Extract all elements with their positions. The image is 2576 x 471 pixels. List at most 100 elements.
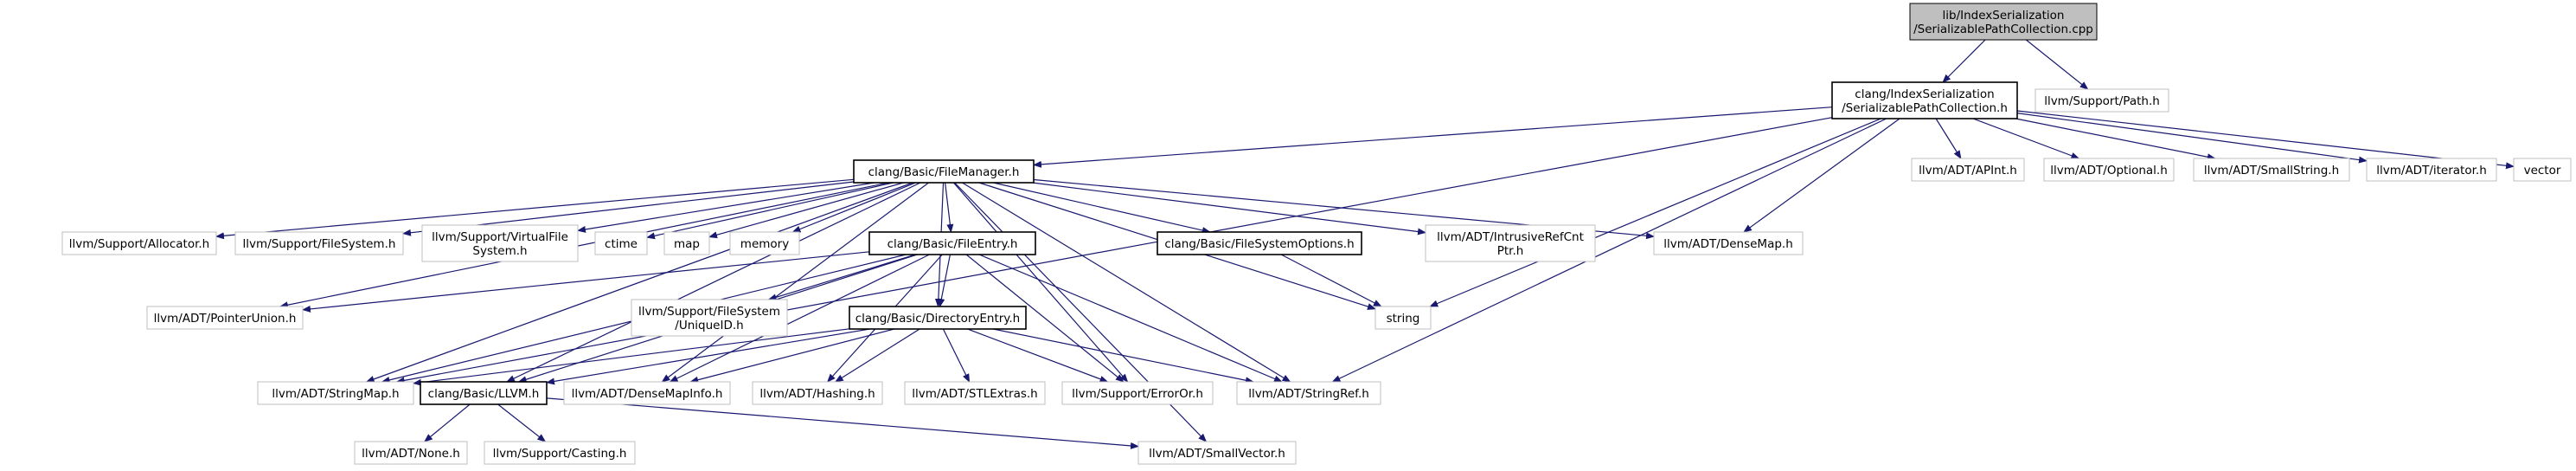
node-label: llvm/ADT/StringRef.h bbox=[1248, 387, 1369, 401]
node-label: llvm/Support/VirtualFile bbox=[432, 230, 568, 244]
node-box bbox=[1157, 231, 1362, 255]
edge-direntry-to-stringmap bbox=[413, 328, 850, 386]
edge-fileentry-to-densemapinfo bbox=[669, 254, 930, 383]
edge-filemanager-to-stringref bbox=[962, 182, 1291, 383]
node-label: clang/Basic/LLVM.h bbox=[428, 387, 540, 401]
node-fsoptions[interactable]: clang/Basic/FileSystemOptions.h bbox=[1157, 231, 1362, 255]
node-iterator: llvm/ADT/iterator.h bbox=[2366, 158, 2497, 182]
node-box bbox=[1909, 3, 2098, 41]
node-box bbox=[1236, 381, 1381, 405]
node-direntry[interactable]: clang/Basic/DirectoryEntry.h bbox=[849, 306, 1027, 330]
node-stringmap: llvm/ADT/StringMap.h bbox=[257, 381, 414, 405]
node-densemapinfo: llvm/ADT/DenseMapInfo.h bbox=[563, 381, 731, 405]
node-box bbox=[484, 441, 636, 465]
node-label: llvm/ADT/STLExtras.h bbox=[912, 387, 1037, 401]
edge-direntry-to-hashing bbox=[834, 328, 920, 383]
node-box bbox=[663, 231, 710, 255]
edge-filemanager-to-llvm_h bbox=[506, 182, 921, 383]
edge-filemanager-to-map bbox=[708, 182, 904, 239]
node-label: llvm/Support/Path.h bbox=[2044, 94, 2160, 108]
edge-direntry-to-stringref bbox=[992, 328, 1254, 384]
node-llvm_h[interactable]: clang/Basic/LLVM.h bbox=[420, 381, 548, 405]
node-box bbox=[868, 231, 1036, 255]
edge-fileentry-to-pointerunion bbox=[302, 251, 870, 313]
edge-fileentry-to-uniqueid bbox=[767, 254, 916, 301]
node-box bbox=[1425, 224, 1596, 262]
node-label: Ptr.h bbox=[1497, 244, 1524, 258]
node-box bbox=[729, 231, 800, 255]
node-label: clang/Basic/DirectoryEntry.h bbox=[855, 312, 1020, 326]
node-box bbox=[1831, 81, 2018, 119]
node-casting: llvm/Support/Casting.h bbox=[484, 441, 636, 465]
node-label: lib/IndexSerialization bbox=[1943, 9, 2065, 23]
node-label: System.h bbox=[472, 244, 527, 258]
node-label: llvm/ADT/Optional.h bbox=[2050, 164, 2168, 177]
node-box bbox=[849, 306, 1027, 330]
node-box bbox=[563, 381, 731, 405]
node-box bbox=[421, 224, 579, 262]
node-label: llvm/ADT/StringMap.h bbox=[272, 387, 399, 401]
node-spc_h[interactable]: clang/IndexSerialization/SerializablePat… bbox=[1831, 81, 2018, 119]
node-label: llvm/ADT/SmallVector.h bbox=[1149, 447, 1285, 461]
node-box bbox=[2035, 88, 2169, 113]
node-smallvector: llvm/ADT/SmallVector.h bbox=[1137, 441, 1297, 465]
edge-spc_h-to-stringmap bbox=[395, 117, 1833, 384]
edge-direntry-to-llvm_h bbox=[546, 328, 870, 385]
node-allocator: llvm/Support/Allocator.h bbox=[61, 231, 217, 255]
node-label: /SerializablePathCollection.h bbox=[1842, 101, 2008, 115]
node-map: map bbox=[663, 231, 710, 255]
node-memory: memory bbox=[729, 231, 800, 255]
edge-llvm_h-to-casting bbox=[497, 403, 547, 442]
node-label: llvm/ADT/None.h bbox=[362, 447, 460, 461]
node-label: llvm/ADT/DenseMap.h bbox=[1663, 237, 1793, 251]
node-label: clang/Basic/FileEntry.h bbox=[888, 237, 1018, 251]
edge-fileentry-to-direntry bbox=[938, 254, 951, 307]
node-box bbox=[904, 381, 1046, 405]
node-none: llvm/ADT/None.h bbox=[354, 441, 468, 465]
node-label: memory bbox=[740, 237, 789, 251]
node-fileentry[interactable]: clang/Basic/FileEntry.h bbox=[868, 231, 1036, 255]
node-ctime: ctime bbox=[594, 231, 648, 255]
node-label: llvm/ADT/APInt.h bbox=[1919, 164, 2017, 177]
node-label: clang/IndexSerialization bbox=[1855, 87, 1994, 101]
node-erroror: llvm/Support/ErrorOr.h bbox=[1061, 381, 1214, 405]
node-label: llvm/Support/Casting.h bbox=[493, 447, 627, 461]
node-box bbox=[2366, 158, 2497, 182]
node-label: llvm/Support/ErrorOr.h bbox=[1072, 387, 1203, 401]
node-label: /SerializablePathCollection.cpp bbox=[1913, 23, 2093, 36]
node-box bbox=[2193, 158, 2350, 182]
node-label: llvm/Support/FileSystem.h bbox=[243, 237, 396, 251]
edge-root-to-spc_h bbox=[1942, 39, 1986, 83]
node-box bbox=[420, 381, 548, 405]
edge-root-to-support_path bbox=[2025, 39, 2089, 90]
node-label: llvm/ADT/IntrusiveRefCnt bbox=[1437, 230, 1584, 244]
node-label: llvm/ADT/Hashing.h bbox=[759, 387, 875, 401]
edge-filemanager-to-virtualfs bbox=[577, 182, 875, 233]
edge-filemanager-to-pointerunion bbox=[279, 182, 889, 309]
dependency-nodes: lib/IndexSerialization/SerializablePathC… bbox=[61, 3, 2572, 465]
edge-spc_h-to-filemanager bbox=[1033, 106, 1833, 168]
node-box bbox=[1137, 441, 1297, 465]
edge-spc_h-to-densemap bbox=[1743, 118, 1900, 233]
edge-fileentry-to-stringref bbox=[978, 254, 1283, 383]
node-support_path: llvm/Support/Path.h bbox=[2035, 88, 2169, 113]
edge-spc_h-to-smallstring bbox=[2015, 118, 2216, 161]
edge-direntry-to-densemapinfo bbox=[689, 328, 894, 384]
node-box bbox=[594, 231, 648, 255]
node-label: ctime bbox=[605, 237, 638, 251]
node-uniqueid: llvm/Support/FileSystem/UniqueID.h bbox=[631, 299, 788, 337]
edge-spc_h-to-vector bbox=[2016, 110, 2515, 170]
node-optional: llvm/ADT/Optional.h bbox=[2043, 158, 2175, 182]
edge-filemanager-to-densemapinfo bbox=[661, 182, 929, 383]
node-smallstring: llvm/ADT/SmallString.h bbox=[2193, 158, 2350, 182]
edge-llvm_h-to-smallvector bbox=[546, 397, 1139, 449]
node-label: llvm/Support/FileSystem bbox=[638, 305, 780, 319]
node-box bbox=[1653, 231, 1804, 255]
node-box bbox=[752, 381, 883, 405]
node-box bbox=[234, 231, 404, 255]
node-filemanager[interactable]: clang/Basic/FileManager.h bbox=[853, 159, 1035, 184]
edge-filemanager-to-allocator bbox=[215, 178, 855, 240]
